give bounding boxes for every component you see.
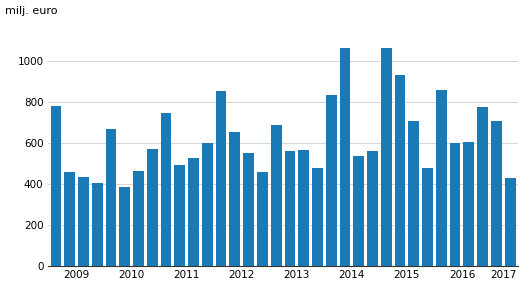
Bar — [422, 169, 433, 266]
Bar — [78, 177, 89, 266]
Bar — [340, 48, 350, 266]
Bar — [395, 75, 405, 266]
Bar — [133, 171, 144, 266]
Bar — [491, 121, 502, 266]
Bar — [92, 183, 103, 266]
Bar — [257, 172, 268, 266]
Bar — [298, 150, 309, 266]
Bar — [326, 95, 336, 266]
Bar — [463, 142, 474, 266]
Bar — [477, 107, 488, 266]
Bar — [505, 178, 516, 266]
Bar — [408, 121, 419, 266]
Bar — [243, 153, 254, 266]
Bar — [64, 172, 75, 266]
Bar — [216, 91, 226, 266]
Bar — [381, 48, 391, 266]
Text: milj. euro: milj. euro — [5, 6, 58, 16]
Bar — [285, 151, 295, 266]
Bar — [175, 165, 185, 266]
Bar — [271, 125, 281, 266]
Bar — [106, 129, 116, 266]
Bar — [147, 149, 158, 266]
Bar — [312, 169, 323, 266]
Bar — [161, 113, 171, 266]
Bar — [50, 106, 61, 266]
Bar — [120, 187, 130, 266]
Bar — [202, 143, 213, 266]
Bar — [450, 143, 460, 266]
Bar — [230, 132, 240, 266]
Bar — [353, 156, 364, 266]
Bar — [436, 90, 446, 266]
Bar — [188, 158, 199, 266]
Bar — [367, 151, 378, 266]
